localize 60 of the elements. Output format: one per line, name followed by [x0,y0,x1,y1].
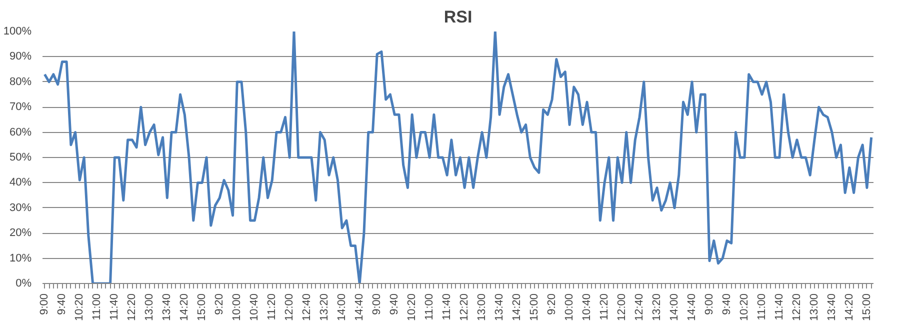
x-tick-label: 15:00 [196,293,208,322]
x-tick-label: 12:00 [284,293,296,322]
x-tick-label: 14:40 [686,293,698,322]
x-tick-label: 14:00 [668,293,680,322]
x-tick-label: 11:20 [598,293,611,320]
y-tick-label: 30% [9,202,32,214]
x-tick-label: 10:20 [406,293,418,322]
y-tick-label: 70% [9,101,32,114]
y-tick-label: 60% [9,126,32,138]
x-tick-label: 12:40 [634,293,646,322]
x-tick-label: 9:00 [38,293,51,315]
x-tick-label: 9:20 [546,293,558,315]
x-tick-label: 15:00 [528,293,541,322]
x-tick-label: 9:00 [371,293,384,315]
x-tick-label: 13:00 [476,293,488,322]
x-tick-label: 9:40 [388,293,401,315]
x-tick-label: 11:40 [773,293,786,320]
x-tick-label: 14:00 [336,293,348,322]
x-tick-label: 12:20 [458,293,471,322]
x-tick-label: 12:00 [616,293,628,322]
x-tick-label: 14:20 [178,293,191,322]
y-tick-label: 0% [16,278,32,290]
x-tick-label: 10:00 [231,293,244,322]
y-tick-label: 40% [9,176,32,189]
x-tick-label: 15:00 [860,293,873,322]
y-tick-label: 90% [9,50,32,63]
x-tick-label: 11:00 [91,293,104,320]
x-tick-label: 9:20 [214,293,226,315]
x-tick-label: 14:20 [511,293,524,322]
x-tick-label: 9:00 [703,293,716,315]
x-tick-label: 13:00 [808,293,820,322]
x-tick-label: 10:40 [581,293,594,322]
x-tick-label: 10:20 [738,293,750,322]
x-tick-label: 10:40 [248,293,261,322]
x-tick-label: 13:40 [494,293,506,322]
x-tick-label: 12:20 [790,293,803,322]
x-tick-label: 11:00 [756,293,768,320]
x-tick-label: 11:40 [108,293,121,320]
x-tick-label: 13:20 [651,293,664,322]
y-tick-label: 80% [9,76,32,88]
x-tick-label: 13:20 [318,293,331,322]
y-tick-label: 100% [3,26,32,38]
x-tick-label: 10:00 [564,293,576,322]
x-tick-label: 12:40 [301,293,314,322]
x-tick-label: 14:20 [843,293,856,322]
x-tick-label: 9:40 [56,293,68,315]
y-tick-label: 20% [9,227,32,240]
chart-title: RSI [444,8,472,26]
x-tick-label: 11:40 [441,293,454,320]
x-tick-label: 11:20 [266,293,278,320]
x-tick-label: 12:20 [126,293,138,322]
x-tick-label: 10:20 [74,293,86,322]
y-tick-label: 10% [9,252,32,264]
x-tick-label: 9:40 [720,293,733,315]
x-tick-label: 11:00 [424,293,436,320]
x-tick-label: 14:40 [354,293,366,322]
x-tick-label: 13:40 [826,293,838,322]
x-tick-label: 13:00 [144,293,156,322]
y-tick-label: 50% [9,152,32,164]
x-tick-label: 13:40 [161,293,174,322]
